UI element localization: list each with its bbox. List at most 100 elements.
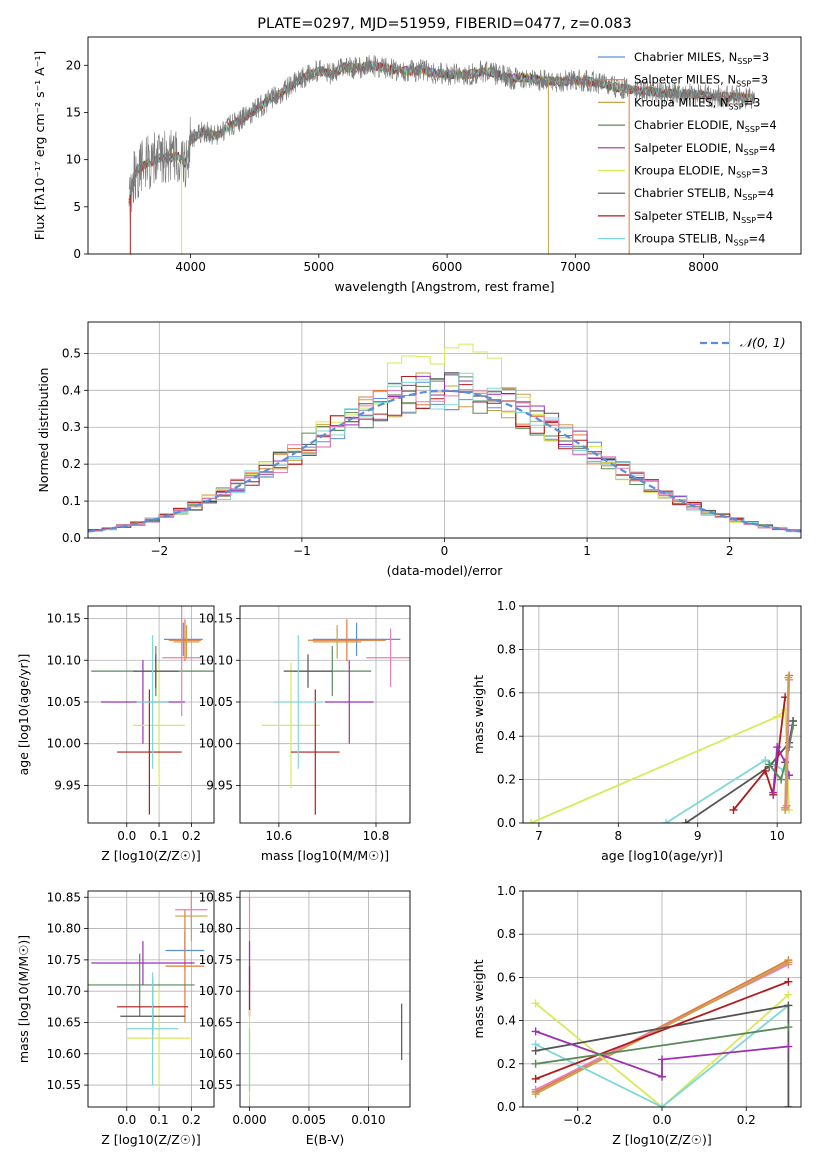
axes-frame (522, 890, 802, 1108)
series-line (732, 696, 786, 811)
x-axis-label: (data-model)/error (387, 563, 504, 578)
y-tick-label: 10.65 (199, 1015, 233, 1029)
y-tick-label: 10.00 (199, 737, 233, 751)
x-axis-label: wavelength [Angstrom, rest frame] (334, 279, 554, 294)
axes-age_vs_Z: 0.0 0.1 0.2 9.95 10.00 10.05 10.10 10.15 Z [log1… (16, 605, 215, 863)
x-tick-label: 0.1 (150, 829, 169, 843)
point-marker (784, 1001, 793, 1010)
point-marker (773, 743, 782, 752)
x-tick-label: 0.2 (737, 1113, 756, 1127)
y-tick-label: 10.70 (199, 984, 233, 998)
plot-area (523, 606, 801, 823)
axes-age_vs_mass: 10.6 10.8 9.95 10.00 10.05 10.10 10.15 mass [lo… (199, 605, 411, 863)
data-point (136, 635, 169, 769)
data-point (325, 660, 374, 744)
y-tick-label: 0.0 (62, 531, 81, 545)
y-tick-label: 0.4 (497, 729, 516, 743)
point-marker (782, 801, 791, 810)
x-tick-label: 0.1 (150, 1113, 169, 1127)
y-tick-label: 0.1 (62, 494, 81, 508)
x-tick-label: −1 (293, 544, 311, 558)
x-axis-label: Z [log10(Z/Z☉)] (101, 848, 201, 863)
axes-frame (87, 321, 802, 539)
series-group (526, 671, 798, 823)
x-tick-label: 0.0 (117, 829, 136, 843)
point-marker (784, 673, 793, 682)
point-marker (789, 721, 798, 730)
x-tick-label: 7000 (560, 260, 591, 274)
y-tick-label: 0.4 (62, 383, 81, 397)
axes-mass_vs_Z: 0.0 0.1 0.2 10.55 10.60 10.65 10.70 10.75 10.80 1… (16, 890, 215, 1147)
y-tick-label: 0.0 (497, 816, 516, 830)
y-tick-label: 0.6 (497, 686, 516, 700)
x-tick-label: 10.6 (265, 829, 292, 843)
y-tick-label: 0.2 (62, 457, 81, 471)
x-tick-label: 5000 (304, 260, 335, 274)
point-marker (526, 819, 535, 823)
series-line (785, 679, 790, 806)
data-point (283, 654, 333, 688)
axes-residuals: −2 −1 0 1 2 0.0 0.1 0.2 0.3 0.4 0.5 (data-model)/er… (36, 321, 802, 578)
data-point (312, 625, 362, 659)
y-tick-label: 10.75 (47, 953, 81, 967)
point-marker (781, 805, 790, 814)
y-tick-label: 0.2 (497, 1057, 516, 1071)
y-tick-label: 0.3 (62, 420, 81, 434)
y-tick-label: 0.8 (497, 642, 516, 656)
axes-frame (239, 605, 411, 824)
y-tick-label: 10.00 (47, 737, 81, 751)
legend-label: Kroupa STELIB, NSSP=4 (634, 232, 765, 248)
point-marker (765, 760, 774, 769)
y-tick-label: 0.5 (62, 346, 81, 360)
plot-area (88, 606, 214, 823)
y-tick-label: 10.80 (199, 922, 233, 936)
y-axis-label: mass weight (471, 675, 486, 754)
histogram-step (88, 343, 801, 532)
legend-label: Kroupa MILES, NSSP=3 (634, 95, 760, 111)
weight-series (729, 693, 790, 814)
data-point (366, 628, 410, 687)
x-tick-label: 0 (441, 544, 449, 558)
legend-entry: Kroupa STELIB, NSSP=4 (598, 232, 765, 248)
point-marker (784, 1103, 793, 1107)
data-point (133, 662, 185, 788)
legend-entry: Salpeter STELIB, NSSP=4 (598, 209, 773, 225)
y-tick-label: 10.10 (199, 653, 233, 667)
point-marker (784, 977, 793, 986)
x-tick-label: 8 (614, 829, 622, 843)
y-tick-label: 10.55 (47, 1078, 81, 1092)
point-marker (531, 999, 540, 1008)
y-tick-label: 10.60 (199, 1047, 233, 1061)
series-line (768, 725, 794, 782)
point-marker (658, 1103, 666, 1107)
y-axis-label: age [log10(age/yr)] (16, 654, 31, 776)
normal-curve (88, 389, 801, 533)
data-point (88, 953, 195, 1017)
x-tick-label: −2 (150, 544, 168, 558)
point-marker (681, 819, 690, 823)
series-group (88, 891, 208, 1089)
point-marker (531, 1074, 540, 1083)
data-point (291, 689, 340, 815)
x-axis-label: Z [log10(Z/Z☉)] (612, 1132, 712, 1147)
x-tick-label: 4000 (175, 260, 206, 274)
series-group (91, 606, 214, 815)
x-tick-label: 9 (694, 829, 702, 843)
point-marker (658, 1072, 666, 1081)
y-axis-label: Flux [fλ10⁻¹⁷ erg cm⁻² s⁻¹ A⁻¹] (32, 51, 47, 240)
axes-mass_vs_ebv: 0.000 0.005 0.010 10.55 10.60 10.65 10.70 10.75… (199, 890, 411, 1147)
point-marker (784, 990, 793, 999)
axes-weight_vs_Z: −0.2 0.0 0.2 0.0 0.2 0.4 0.6 0.8 1.0 Z [log10(Z/Z… (471, 884, 802, 1147)
data-point (261, 662, 321, 788)
data-point (163, 622, 203, 657)
y-axis-label: mass [log10(M/M☉)] (16, 935, 31, 1063)
series-group (531, 956, 793, 1107)
legend: 𝒩(0, 1) (700, 335, 786, 350)
x-tick-label: 0.2 (182, 1113, 201, 1127)
x-tick-label: 10 (770, 829, 785, 843)
x-tick-label: 0.000 (232, 1113, 266, 1127)
data-point (274, 635, 323, 769)
y-tick-label: 9.95 (54, 778, 81, 792)
point-marker (761, 766, 770, 775)
legend-label: Salpeter STELIB, NSSP=4 (634, 209, 773, 225)
